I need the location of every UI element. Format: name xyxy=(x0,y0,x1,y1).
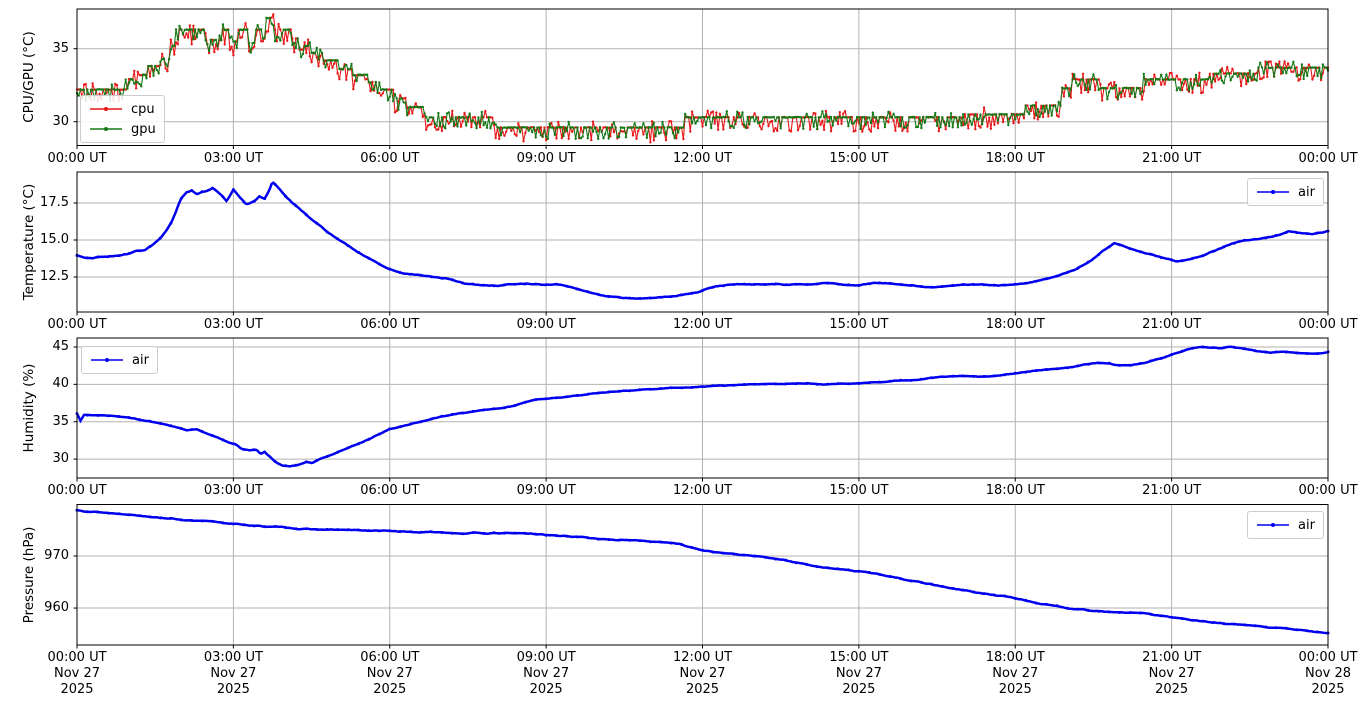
x-year-label: 2025 xyxy=(842,682,876,697)
y-axis-label-3: Pressure (hPa) xyxy=(21,526,37,624)
legend-item-air[interactable]: air xyxy=(1256,515,1315,535)
x-tick-label-p0: 00:00 UT xyxy=(1298,150,1358,166)
legend-label: air xyxy=(132,352,149,368)
x-tick-label-p0: 21:00 UT xyxy=(1142,150,1202,166)
x-tick-label-p3: 06:00 UT xyxy=(360,650,420,665)
legend-line-sample-icon xyxy=(90,107,122,111)
x-tick-label-p2: 06:00 UT xyxy=(360,483,420,498)
x-tick-label-p2: 21:00 UT xyxy=(1142,483,1202,498)
legend-item-gpu[interactable]: gpu xyxy=(89,119,156,139)
x-tick-label-p0: 18:00 UT xyxy=(985,150,1045,166)
x-date-label: Nov 27 xyxy=(366,666,413,681)
x-tick-label-p2: 18:00 UT xyxy=(985,483,1045,498)
x-date-label: Nov 27 xyxy=(835,666,882,681)
legend-panel-0[interactable]: cpu gpu xyxy=(80,95,165,143)
x-tick-label-p0: 03:00 UT xyxy=(203,150,263,166)
x-tick-label-p0: 06:00 UT xyxy=(360,150,420,166)
legend-item-air[interactable]: air xyxy=(90,350,149,370)
legend-label: gpu xyxy=(131,121,156,137)
x-tick-label-p2: 12:00 UT xyxy=(672,483,733,498)
x-tick-label-p1: 00:00 UT xyxy=(47,317,107,332)
panel-2 xyxy=(73,337,1330,482)
y-tick-label: 15.0 xyxy=(40,232,69,247)
y-tick-label: 35 xyxy=(52,40,69,56)
x-tick-label-p3: 12:00 UT xyxy=(672,650,733,665)
x-tick-label-p1: 09:00 UT xyxy=(516,317,576,332)
x-tick-label-p3: 09:00 UT xyxy=(516,650,576,665)
x-tick-label-p3: 15:00 UT xyxy=(829,650,889,665)
legend-line-sample-icon xyxy=(1257,190,1289,194)
x-tick-label-p1: 12:00 UT xyxy=(672,317,733,332)
x-tick-label-p3: 00:00 UT xyxy=(1298,650,1358,665)
legend-line-sample-icon xyxy=(1257,523,1289,527)
legend-line-sample-icon xyxy=(90,127,122,131)
y-axis-label-0: CPU/GPU (°C) xyxy=(21,31,37,123)
y-tick-label: 35 xyxy=(52,413,69,429)
y-tick-label: 40 xyxy=(52,376,69,392)
x-date-label: Nov 27 xyxy=(679,666,726,681)
legend-line-sample-icon xyxy=(91,358,123,362)
y-tick-label: 12.5 xyxy=(40,269,69,285)
legend-label: air xyxy=(1298,517,1315,533)
x-date-label: Nov 28 xyxy=(1304,666,1352,681)
x-tick-label-p0: 09:00 UT xyxy=(516,150,576,166)
x-tick-label-p1: 21:00 UT xyxy=(1142,317,1202,332)
x-tick-label-p3: 00:00 UT xyxy=(47,650,107,665)
y-axis-label-1: Temperature (°C) xyxy=(21,183,37,301)
x-tick-label-p2: 00:00 UT xyxy=(47,483,107,498)
x-date-label: Nov 27 xyxy=(1148,666,1195,681)
legend-label: air xyxy=(1298,184,1315,200)
x-year-label: 2025 xyxy=(529,682,563,697)
x-year-label: 2025 xyxy=(216,682,250,697)
x-year-label: 2025 xyxy=(1311,682,1345,697)
x-tick-label-p1: 03:00 UT xyxy=(203,317,263,332)
x-date-label: Nov 27 xyxy=(523,666,570,681)
x-tick-label-p1: 18:00 UT xyxy=(985,317,1045,332)
y-tick-label: 30 xyxy=(52,113,69,129)
x-tick-label-p3: 03:00 UT xyxy=(203,650,263,665)
legend-panel-2[interactable]: air xyxy=(81,346,158,374)
y-tick-label: 17.5 xyxy=(40,194,69,210)
legend-panel-3[interactable]: air xyxy=(1247,511,1324,539)
x-tick-label-p2: 15:00 UT xyxy=(829,483,889,498)
legend-item-cpu[interactable]: cpu xyxy=(89,99,156,119)
x-tick-label-p2: 03:00 UT xyxy=(203,483,263,498)
x-tick-label-p1: 06:00 UT xyxy=(360,317,420,332)
x-tick-label-p1: 00:00 UT xyxy=(1298,317,1358,332)
y-axis-label-2: Humidity (%) xyxy=(21,363,37,453)
x-year-label: 2025 xyxy=(373,682,407,697)
y-tick-label: 960 xyxy=(44,600,69,616)
legend-label: cpu xyxy=(131,101,155,117)
x-date-label: Nov 27 xyxy=(210,666,257,681)
x-year-label: 2025 xyxy=(60,682,94,697)
panel-3 xyxy=(73,504,1330,649)
panel-0 xyxy=(73,8,1330,149)
x-year-label: 2025 xyxy=(1155,682,1189,697)
x-tick-label-p2: 00:00 UT xyxy=(1298,483,1358,498)
x-tick-label-p2: 09:00 UT xyxy=(516,483,576,498)
x-tick-label-p0: 12:00 UT xyxy=(672,150,733,166)
y-tick-label: 45 xyxy=(52,338,69,354)
legend-panel-1[interactable]: air xyxy=(1247,178,1324,206)
x-tick-label-p1: 15:00 UT xyxy=(829,317,889,332)
panel-1 xyxy=(73,171,1330,316)
x-tick-label-p0: 00:00 UT xyxy=(47,150,107,166)
x-date-label: Nov 27 xyxy=(992,666,1039,681)
legend-item-air[interactable]: air xyxy=(1256,182,1315,202)
x-year-label: 2025 xyxy=(998,682,1032,697)
y-tick-label: 30 xyxy=(52,451,69,467)
y-tick-label: 970 xyxy=(44,548,69,564)
x-tick-label-p3: 18:00 UT xyxy=(985,650,1045,665)
x-tick-label-p0: 15:00 UT xyxy=(829,150,889,166)
x-date-label: Nov 27 xyxy=(53,666,101,681)
x-year-label: 2025 xyxy=(685,682,720,697)
x-tick-label-p3: 21:00 UT xyxy=(1142,650,1202,665)
